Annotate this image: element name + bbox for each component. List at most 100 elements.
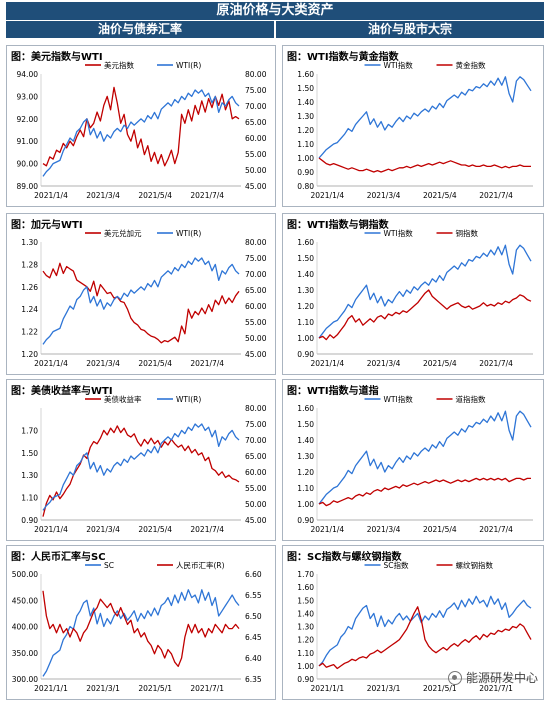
x-tick-label: 2021/3/4 [367,359,401,368]
y2-tick-label: 6.45 [245,633,262,642]
series-line-1 [318,289,532,341]
y-tick-label: 1.22 [21,328,38,337]
y2-tick-label: 6.60 [245,570,262,579]
y-tick-label: 450.00 [12,596,38,605]
legend-label: 美元兑加元 [104,228,142,238]
series-line-1 [42,590,240,668]
y-tick-label: 1.30 [297,623,314,632]
series-line-1 [318,157,531,173]
chart-title: 图：人民币汇率与SC [11,552,106,563]
chart-svg-c7: 300.00 350.00 400.00 450.00 500.00 6.35 6.40 6.… [12,560,262,693]
x-tick-label: 2021/1/4 [34,359,68,368]
x-tick-label: 2021/7/4 [190,191,224,200]
chart-svg-c8: 0.90 1.00 1.10 1.20 1.30 1.40 1.50 1.60 1.70 2021… [297,560,533,693]
legend-label: SC [104,561,114,570]
x-tick-label: 2021/7/4 [479,359,513,368]
y-tick-label: 0.90 [297,168,314,177]
y2-tick-label: 60.00 [245,134,267,143]
y-tick-label: 1.40 [297,436,314,445]
series-line-0 [42,262,240,344]
x-tick-label: 2021/5/1 [138,684,172,693]
x-tick-label: 2021/7/4 [479,525,513,534]
y2-tick-label: 6.40 [245,654,262,663]
legend-label: 螺纹钢指数 [456,560,494,570]
x-tick-label: 2021/3/4 [86,525,120,534]
y-tick-label: 1.00 [297,500,314,509]
series-line-0 [318,595,532,667]
y-tick-label: 1.10 [21,494,38,503]
y-tick-label: 1.26 [21,283,38,292]
y-tick-label: 1.10 [297,649,314,658]
series-line-0 [42,86,240,167]
y2-tick-label: 70.00 [245,102,267,111]
y2-tick-label: 60.00 [245,468,267,477]
x-tick-label: 2021/1/1 [34,684,68,693]
y2-tick-label: 50.00 [245,334,267,343]
y2-tick-label: 6.35 [245,675,262,684]
y-tick-label: 1.60 [297,70,314,79]
chart-title: 图：美元指数与WTI [11,52,103,63]
y2-tick-label: 45.00 [245,182,267,191]
y-tick-label: 1.40 [297,270,314,279]
y-tick-label: 400.00 [12,623,38,632]
y2-tick-label: 70.00 [245,436,267,445]
wechat-circle-icon [447,670,462,685]
series-line-1 [42,257,240,345]
chart-title: 图：WTI指数与铜指数 [287,220,389,231]
chart-panel-c3: 图：加元与WTI 1.20 1.22 1.24 1.26 1.28 1.30 45.00 50.… [6,213,276,375]
chart-panel-c5: 图：美债收益率与WTI 0.90 1.10 1.30 1.50 1.70 45.00 50.0… [6,379,276,541]
legend-label: 铜指数 [456,228,479,238]
chart-title: 图：WTI指数与黄金指数 [287,52,399,63]
x-tick-label: 2021/3/4 [86,359,120,368]
y2-tick-label: 80.00 [245,404,267,413]
x-tick-label: 2021/1/4 [310,359,344,368]
x-tick-label: 2021/7/1 [479,684,513,693]
x-tick-label: 2021/5/4 [138,525,172,534]
y2-tick-label: 65.00 [245,286,267,295]
y-tick-label: 1.70 [21,426,38,435]
y-tick-label: 1.60 [297,583,314,592]
y-tick-label: 300.00 [12,675,38,684]
chart-svg-c3: 1.20 1.22 1.24 1.26 1.28 1.30 45.00 50.00 55.00 6… [21,228,267,368]
chart-title: 图：加元与WTI [11,220,83,231]
x-tick-label: 2021/3/4 [367,191,401,200]
y-tick-label: 1.28 [21,260,38,269]
legend-label: 道指指数 [456,394,486,404]
y-tick-label: 1.40 [297,609,314,618]
y-tick-label: 1.30 [21,238,38,247]
y-tick-label: 1.30 [297,452,314,461]
chart-panel-c7: 图：人民币汇率与SC 300.00 350.00 400.00 450.00 500.00… [6,545,276,700]
x-tick-label: 2021/1/4 [310,525,344,534]
x-tick-label: 2021/5/4 [138,359,172,368]
legend-label: WTI指数 [384,394,414,404]
y-tick-label: 89.00 [17,182,39,191]
x-tick-label: 2021/3/4 [86,191,120,200]
x-tick-label: 2021/1/1 [310,684,344,693]
y-tick-label: 1.20 [297,126,314,135]
right-section-header: 油价与股市大宗 [276,21,544,38]
chart-svg-c2: 0.80 0.90 1.00 1.10 1.20 1.30 1.40 1.50 1.60 2021… [297,60,533,200]
x-tick-label: 2021/1/4 [34,525,68,534]
y2-tick-label: 6.50 [245,612,262,621]
legend-label: WTI指数 [384,228,414,238]
y-tick-label: 1.24 [21,305,38,314]
series-line-0 [318,410,532,505]
x-tick-label: 2021/3/1 [367,684,401,693]
y-tick-label: 1.70 [297,570,314,579]
y-tick-label: 1.20 [297,636,314,645]
y-tick-label: 0.90 [297,516,314,525]
y-tick-label: 1.20 [21,350,38,359]
y-tick-label: 1.10 [297,140,314,149]
y-tick-label: 1.60 [297,238,314,247]
x-tick-label: 2021/5/4 [138,191,172,200]
series-line-0 [318,76,532,159]
y2-tick-label: 60.00 [245,302,267,311]
chart-panel-c4: 图：WTI指数与铜指数 0.90 1.00 1.10 1.20 1.30 1.40 1.50 1… [282,213,544,375]
y-tick-label: 91.00 [17,137,39,146]
chart-svg-c4: 0.90 1.00 1.10 1.20 1.30 1.40 1.50 1.60 2021/1/4… [297,228,533,368]
chart-svg-c1: 89.00 90.00 91.00 92.00 93.00 94.00 45.00 50.00… [17,60,267,200]
chart-title: 图：WTI指数与道指 [287,386,379,397]
legend-label: WTI指数 [384,60,414,70]
chart-panel-c1: 图：美元指数与WTI 89.00 90.00 91.00 92.00 93.00 94.00… [6,45,276,207]
y-tick-label: 1.00 [297,154,314,163]
